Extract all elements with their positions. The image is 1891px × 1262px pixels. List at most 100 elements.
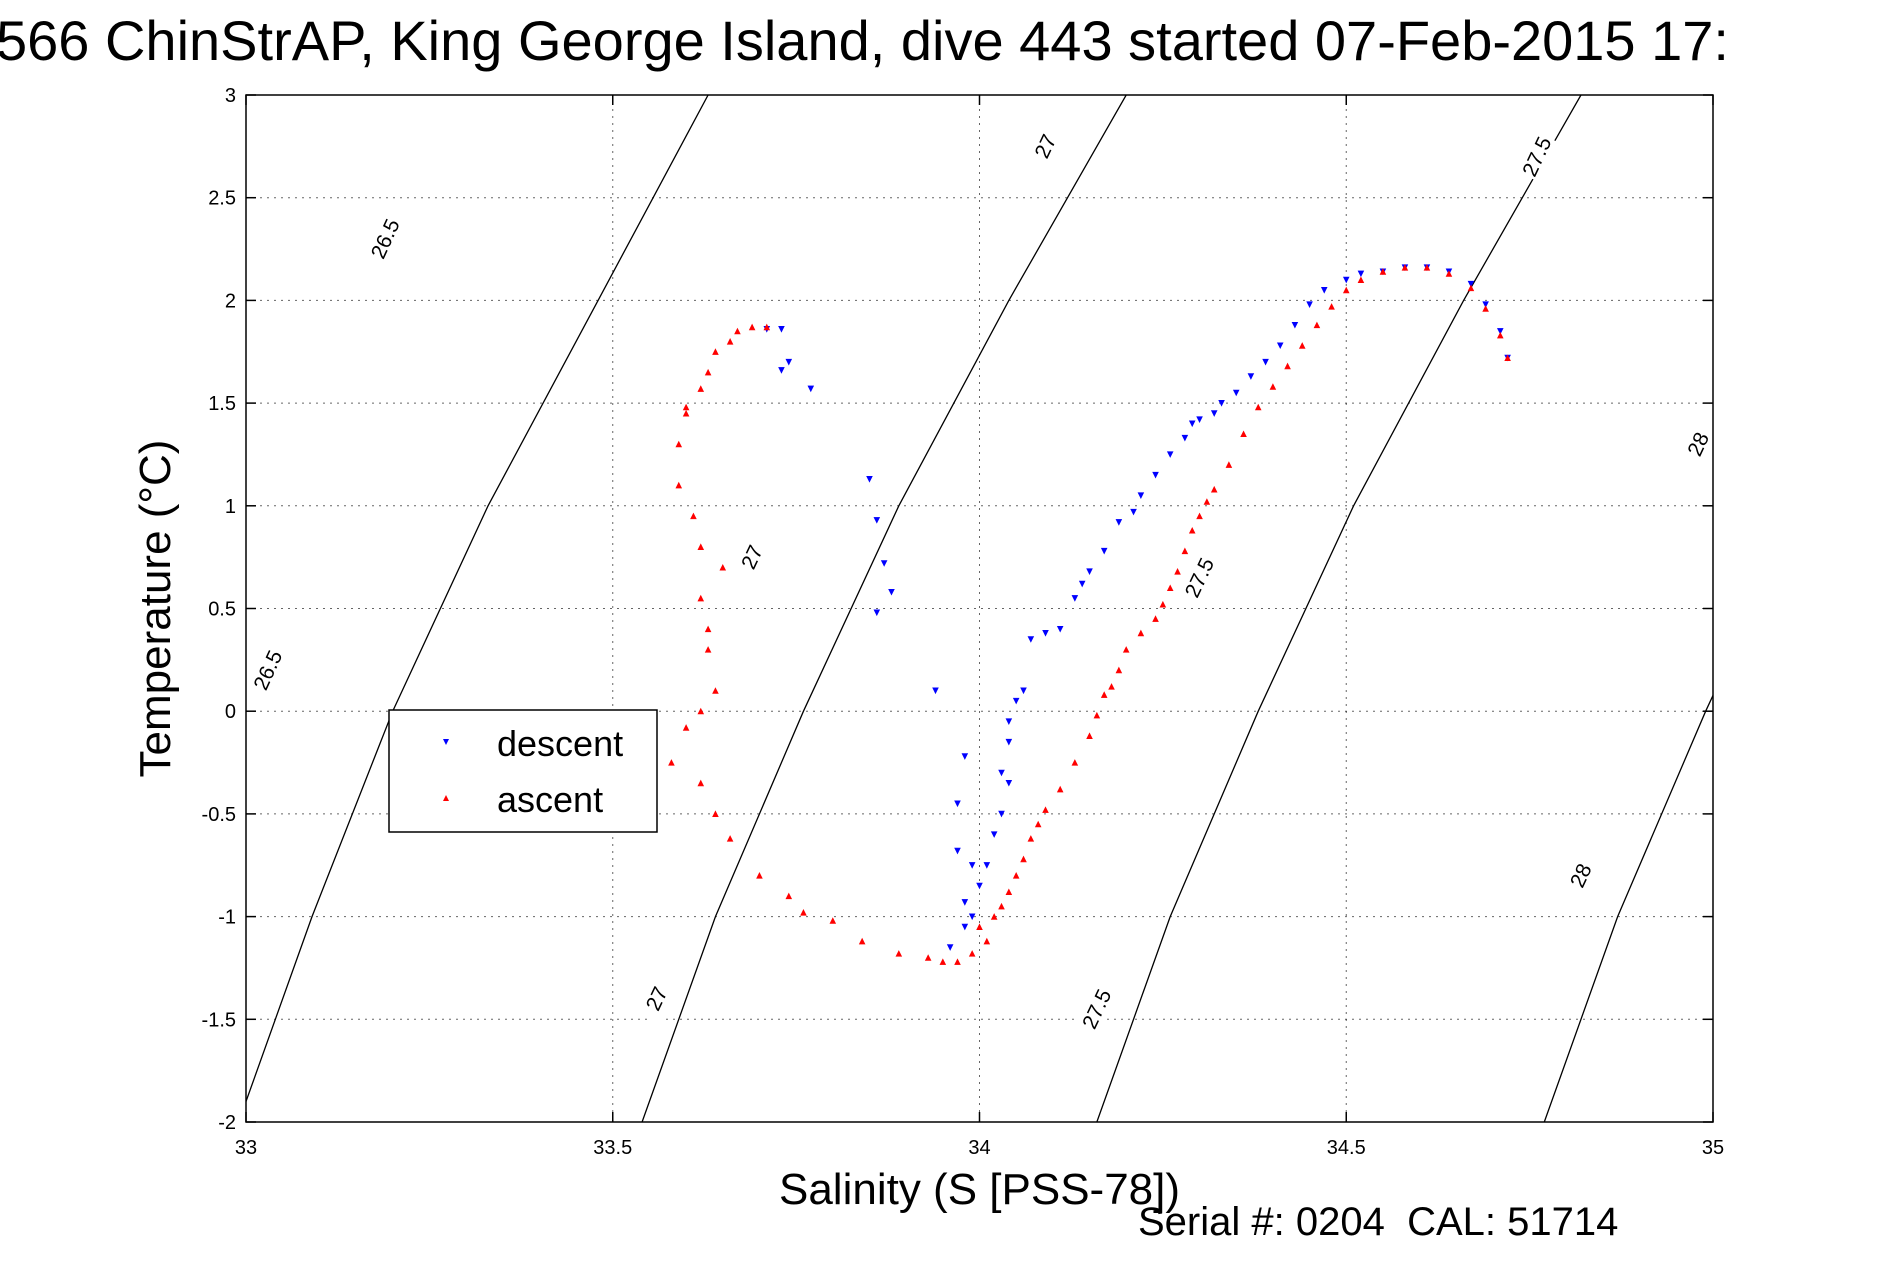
descent-point bbox=[1005, 779, 1013, 787]
ascent-point bbox=[1269, 383, 1277, 390]
descent-point bbox=[998, 769, 1005, 777]
contour-label-bg bbox=[1024, 120, 1067, 172]
ascent-point bbox=[726, 835, 734, 842]
descent-point bbox=[968, 862, 976, 869]
y-tick-label: 2.5 bbox=[208, 188, 236, 210]
descent-point bbox=[1012, 697, 1020, 705]
contour-label-bg bbox=[730, 531, 774, 583]
descent-point bbox=[1188, 420, 1196, 428]
y-tick-label: -0.5 bbox=[202, 804, 236, 826]
ascent-point bbox=[726, 338, 734, 345]
ascent-point bbox=[1152, 615, 1159, 622]
ascent-point bbox=[675, 481, 683, 489]
legend-marker-descent bbox=[443, 739, 449, 745]
ascent-point bbox=[697, 779, 705, 787]
descent-point bbox=[1042, 630, 1049, 637]
chart-title: 566 ChinStrAP, King George Island, dive … bbox=[0, 9, 1729, 72]
series-ascent bbox=[668, 264, 1511, 965]
y-tick-label: 2 bbox=[225, 290, 236, 312]
x-axis-label: Salinity (S [PSS-78]) bbox=[779, 1165, 1180, 1214]
descent-point bbox=[1320, 287, 1328, 294]
y-tick-label: 1.5 bbox=[208, 393, 236, 415]
descent-point bbox=[1210, 410, 1218, 417]
ascent-point bbox=[924, 954, 932, 961]
descent-point bbox=[976, 882, 983, 890]
descent-point bbox=[983, 862, 991, 869]
ascent-point bbox=[895, 950, 903, 957]
ascent-point bbox=[1034, 820, 1042, 828]
ascent-point bbox=[1027, 835, 1035, 842]
descent-point bbox=[1071, 595, 1079, 602]
ascent-point bbox=[1342, 286, 1350, 294]
descent-point bbox=[954, 847, 961, 855]
ascent-point bbox=[829, 917, 837, 924]
ascent-point bbox=[748, 323, 756, 331]
descent-point bbox=[1056, 625, 1064, 633]
descent-point bbox=[961, 899, 969, 906]
descent-point bbox=[990, 831, 998, 838]
density-contour-28 bbox=[1543, 693, 1713, 1122]
ascent-point bbox=[785, 892, 793, 900]
x-tick-label: 35 bbox=[1702, 1137, 1724, 1159]
ascent-point bbox=[990, 913, 998, 920]
ascent-point bbox=[734, 327, 741, 335]
ascent-point bbox=[1328, 303, 1335, 310]
descent-point bbox=[1130, 508, 1137, 516]
y-tick-label: -1 bbox=[218, 907, 236, 929]
x-tick-label: 33 bbox=[235, 1137, 257, 1159]
ascent-point bbox=[1166, 584, 1174, 592]
descent-point bbox=[873, 609, 881, 617]
ascent-point bbox=[968, 950, 976, 957]
ascent-point bbox=[1115, 666, 1123, 674]
axis-ticks: 33 33.5 34 34.5 35 -2 -1.5 -1 -0.5 0 0.5 1 1.5 2 2.5 3 bbox=[202, 85, 1725, 1159]
ascent-point bbox=[800, 909, 807, 916]
y-tick-label: 0.5 bbox=[208, 599, 236, 621]
ascent-point bbox=[1445, 270, 1453, 277]
ascent-point bbox=[1005, 888, 1013, 896]
ascent-point bbox=[1298, 342, 1306, 349]
descent-point bbox=[1166, 451, 1174, 458]
x-tick-label: 33.5 bbox=[593, 1137, 632, 1159]
ascent-point bbox=[1181, 547, 1189, 555]
ascent-point bbox=[1284, 362, 1291, 370]
ascent-point bbox=[756, 872, 763, 879]
ascent-point bbox=[858, 937, 866, 945]
descent-point bbox=[1005, 738, 1013, 746]
ascent-point bbox=[682, 724, 690, 731]
ascent-point bbox=[697, 385, 705, 392]
ascent-point bbox=[1042, 806, 1049, 813]
descent-point bbox=[946, 944, 954, 951]
y-tick-label: 3 bbox=[225, 85, 236, 107]
descent-point bbox=[1482, 301, 1489, 308]
descent-point bbox=[778, 326, 785, 333]
contour-label-bg bbox=[247, 644, 289, 696]
ascent-point bbox=[1482, 305, 1489, 312]
ascent-point bbox=[998, 902, 1005, 910]
ascent-point bbox=[704, 368, 712, 376]
ascent-point bbox=[1313, 321, 1321, 329]
ascent-point bbox=[704, 625, 712, 633]
ascent-point bbox=[1401, 264, 1409, 271]
ascent-point bbox=[704, 646, 712, 653]
ascent-point bbox=[1122, 646, 1130, 653]
ascent-point bbox=[954, 958, 961, 965]
descent-point bbox=[785, 358, 793, 366]
descent-point bbox=[1181, 434, 1189, 442]
ascent-point bbox=[1056, 785, 1064, 793]
descent-point bbox=[1137, 492, 1145, 500]
ascent-point bbox=[1210, 485, 1218, 493]
descent-point bbox=[968, 913, 976, 921]
ascent-point bbox=[697, 594, 705, 602]
legend: descent ascent bbox=[388, 709, 658, 833]
y-tick-label: 0 bbox=[225, 701, 236, 723]
descent-point bbox=[1232, 389, 1240, 397]
descent-point bbox=[961, 923, 969, 931]
x-tick-label: 34 bbox=[968, 1137, 990, 1159]
descent-point bbox=[1027, 636, 1035, 643]
ascent-point bbox=[1196, 512, 1203, 520]
descent-point bbox=[1247, 373, 1255, 380]
legend-marker-ascent bbox=[443, 795, 449, 801]
ascent-point bbox=[939, 958, 947, 965]
ascent-point bbox=[675, 440, 683, 448]
descent-point bbox=[1496, 328, 1504, 335]
